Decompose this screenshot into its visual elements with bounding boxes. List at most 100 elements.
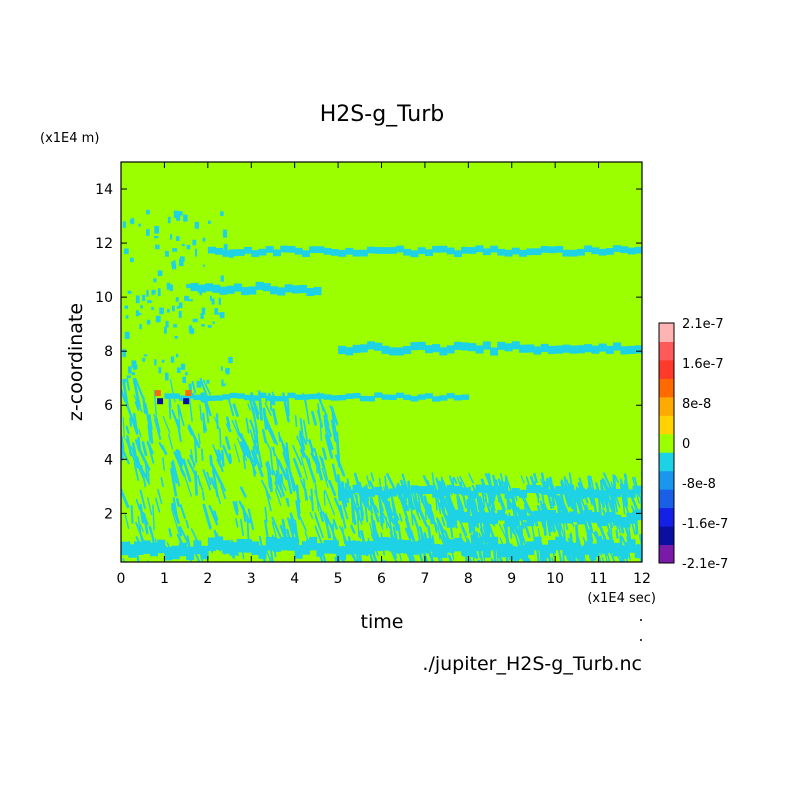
band-segment	[395, 392, 405, 399]
band-segment	[229, 249, 238, 257]
turbulence-cell	[146, 229, 150, 236]
turbulence-streak	[393, 517, 399, 532]
turbulence-streak	[135, 456, 143, 472]
turbulence-cell	[127, 290, 132, 294]
band-segment	[453, 485, 462, 495]
turbulence-streak	[144, 461, 148, 480]
band-segment	[367, 246, 376, 254]
turbulence-streak	[219, 479, 227, 492]
band-segment	[200, 545, 209, 560]
band-segment	[352, 249, 361, 257]
turbulence-cell	[151, 307, 154, 311]
band-segment	[374, 486, 383, 496]
band-segment	[468, 490, 477, 499]
turbulence-streak	[242, 454, 247, 470]
band-segment	[424, 345, 433, 354]
turbulence-streak	[369, 522, 376, 545]
turbulence-cell	[192, 239, 197, 246]
band-segment	[432, 543, 441, 558]
band-segment	[207, 537, 216, 551]
turbulence-cell	[165, 250, 169, 257]
band-segment	[518, 509, 528, 521]
turbulence-streak	[208, 504, 219, 526]
turbulence-cell	[194, 221, 200, 229]
band-segment	[352, 540, 361, 555]
turbulence-streak	[289, 518, 295, 534]
turbulence-streak	[135, 498, 141, 511]
turbulence-streak	[209, 454, 213, 467]
band-segment	[576, 248, 585, 256]
band-segment	[417, 539, 426, 554]
turbulence-cell	[217, 312, 221, 315]
band-segment	[338, 250, 347, 257]
turbulence-streak	[185, 519, 190, 529]
band-segment	[294, 545, 303, 559]
turbulence-streak	[309, 512, 314, 520]
band-segment	[526, 484, 535, 493]
turbulence-streak	[506, 495, 516, 513]
turbulence-streak	[334, 454, 346, 477]
turbulence-streak	[260, 479, 272, 500]
turbulence-streak	[239, 432, 250, 459]
turbulence-cell	[178, 302, 183, 309]
band-segment	[620, 346, 629, 355]
band-segment	[526, 541, 535, 555]
turbulence-cell	[157, 270, 163, 277]
turbulence-streak	[378, 497, 384, 520]
turbulence-cell	[159, 307, 164, 315]
turbulence-streak	[294, 414, 298, 427]
turbulence-streak	[405, 527, 412, 540]
turbulence-streak	[369, 496, 380, 523]
turbulence-streak	[168, 401, 172, 420]
colorbar-frame	[658, 322, 675, 564]
band-segment	[562, 344, 571, 353]
turbulence-streak	[355, 493, 359, 507]
turbulence-streak	[199, 404, 203, 421]
band-segment	[555, 486, 564, 495]
turbulence-streak	[187, 426, 193, 436]
colorbar-label: 2.1e-7	[682, 317, 724, 332]
band-segment	[280, 245, 289, 253]
band-segment	[490, 485, 499, 494]
band-segment	[395, 539, 405, 554]
turbulence-streak	[126, 378, 130, 391]
band-segment	[446, 484, 455, 493]
colorbar-swatch	[659, 415, 674, 435]
colorbar-labels: 2.1e-7 1.6e-7 8e-8 0 -8e-8 -1.6e-7 -2.1e-7	[682, 317, 728, 572]
turbulence-streak	[423, 495, 431, 516]
y-axis-label: z-coordinate	[65, 303, 87, 421]
turbulence-cell	[177, 211, 183, 216]
band-segment	[533, 510, 542, 522]
turbulence-streak	[616, 552, 622, 562]
turbulence-streak	[437, 520, 441, 540]
turbulence-streak	[287, 497, 290, 506]
band-segment	[388, 347, 397, 356]
turbulence-streak	[468, 473, 475, 484]
band-segment	[193, 540, 202, 555]
turbulence-cell	[127, 366, 132, 374]
turbulence-cell	[196, 381, 202, 388]
turbulence-streak	[206, 471, 212, 486]
turbulence-streak	[292, 457, 302, 478]
band-segment	[504, 515, 513, 527]
turbulence-streak	[356, 507, 361, 521]
turbulence-streak	[468, 555, 472, 562]
turbulence-streak	[525, 560, 527, 562]
turbulence-streak	[413, 500, 421, 521]
turbulence-streak	[122, 417, 125, 440]
band-segment	[345, 347, 354, 356]
band-segment	[236, 538, 245, 553]
band-segment	[410, 250, 419, 258]
turbulence-cell	[211, 298, 215, 305]
turbulence-streak	[175, 497, 180, 508]
colorbar-label: 0	[682, 437, 690, 452]
turbulence-streak	[228, 453, 232, 463]
turbulence-streak	[194, 470, 198, 496]
turbulence-cell	[189, 383, 192, 389]
turbulence-streak	[271, 516, 282, 538]
turbulence-streak	[350, 497, 357, 526]
turbulence-streak	[202, 503, 212, 530]
turbulence-streak	[134, 377, 144, 398]
turbulence-streak	[121, 489, 130, 508]
turbulence-streak	[369, 505, 373, 515]
